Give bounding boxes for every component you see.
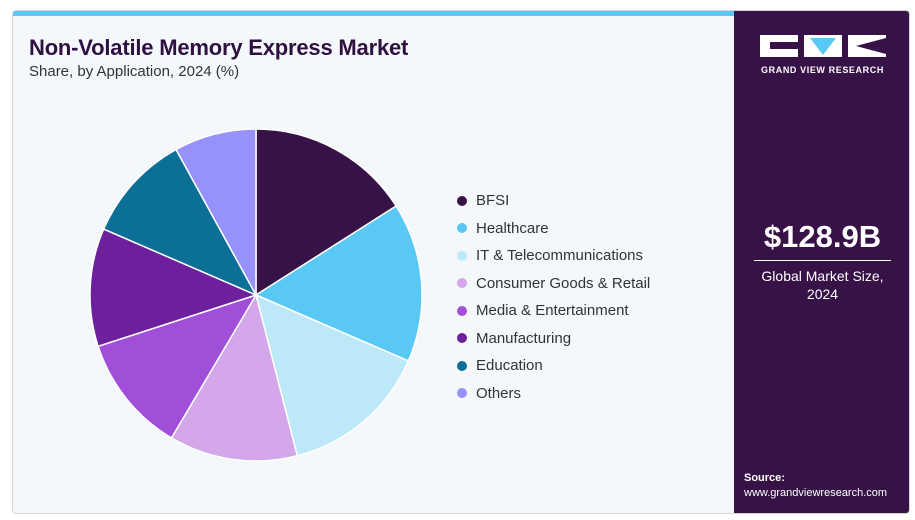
- market-size-label-line2: 2024: [806, 286, 839, 302]
- chart-title: Non-Volatile Memory Express Market: [29, 35, 409, 60]
- legend-item: IT & Telecommunications: [457, 242, 650, 270]
- pie-slice-it-telecommunications: [254, 293, 410, 457]
- legend-item: Education: [457, 352, 650, 380]
- pie-slice-consumer-goods-retail: [170, 293, 299, 462]
- grand-view-research-logo: [760, 35, 886, 57]
- legend-item: BFSI: [457, 187, 650, 215]
- legend-item: Healthcare: [457, 215, 650, 243]
- pie-slice-bfsi: [255, 128, 398, 297]
- legend-swatch: [457, 278, 467, 289]
- legend-label: Education: [476, 357, 543, 375]
- legend-item: Others: [457, 380, 650, 408]
- sidebar-panel: GRAND VIEW RESEARCH $128.9B Global Marke…: [734, 11, 909, 513]
- legend-label: Consumer Goods & Retail: [476, 274, 651, 292]
- legend-label: Healthcare: [476, 219, 549, 237]
- legend-label: Others: [476, 384, 522, 402]
- pie-slice-media-entertainment: [97, 293, 258, 439]
- pie-chart: [89, 128, 423, 462]
- brand-name: GRAND VIEW RESEARCH: [761, 65, 884, 75]
- chart-legend: BFSI Healthcare IT & Telecommunications Con…: [457, 187, 650, 407]
- legend-item: Media & Entertainment: [457, 297, 650, 325]
- pie-slice-manufacturing: [89, 228, 259, 348]
- infographic-card: Non-Volatile Memory Express Market Share…: [12, 10, 910, 514]
- legend-label: IT & Telecommunications: [476, 247, 644, 265]
- legend-item: Manufacturing: [457, 325, 650, 353]
- legend-swatch: [457, 333, 467, 344]
- source-label: Source:: [744, 472, 785, 484]
- chart-subtitle: Share, by Application, 2024 (%): [29, 63, 240, 80]
- market-size-label: Global Market Size, 2024: [734, 267, 909, 303]
- market-size-label-line1: Global Market Size,: [761, 268, 884, 284]
- legend-label: BFSI: [476, 192, 510, 210]
- pie-slice-education: [102, 148, 258, 297]
- source-url: www.grandviewresearch.com: [744, 487, 888, 499]
- legend-swatch: [457, 360, 467, 371]
- legend-item: Consumer Goods & Retail: [457, 270, 650, 298]
- legend-swatch: [457, 250, 467, 261]
- legend-swatch: [457, 223, 467, 234]
- legend-swatch: [457, 195, 467, 206]
- accent-bar: [13, 11, 734, 16]
- pie-slice-healthcare: [254, 205, 423, 362]
- divider: [754, 260, 891, 261]
- pie-slice-others: [175, 128, 257, 296]
- legend-swatch: [457, 388, 467, 399]
- market-size-value: $128.9B: [763, 219, 882, 254]
- legend-label: Media & Entertainment: [476, 302, 629, 320]
- legend-swatch: [457, 305, 467, 316]
- legend-label: Manufacturing: [476, 329, 572, 347]
